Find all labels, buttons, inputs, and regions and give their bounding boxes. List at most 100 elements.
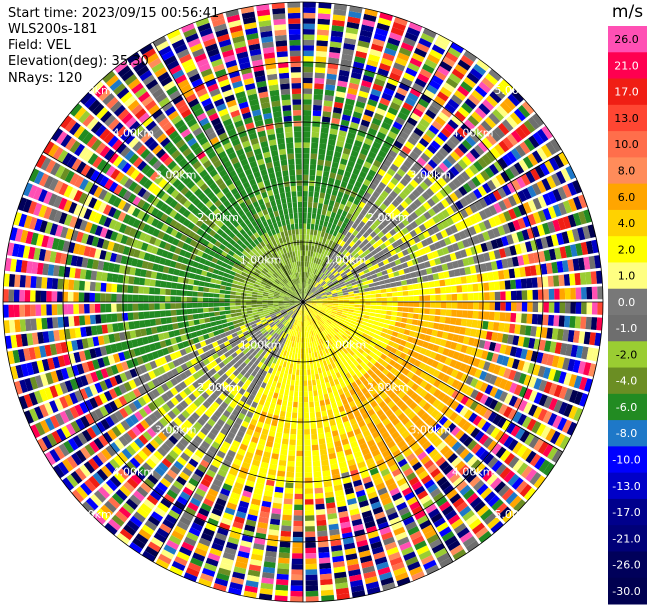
radar-gate (337, 168, 345, 176)
radar-gate (488, 163, 499, 175)
radar-gate (294, 391, 299, 397)
radar-gate (506, 234, 514, 245)
radar-gate (276, 573, 289, 580)
radar-gate (451, 309, 457, 317)
radar-gate (319, 253, 324, 260)
radar-gate (333, 271, 339, 276)
radar-gate (417, 171, 427, 181)
radar-gate (298, 402, 303, 408)
radar-gate (303, 99, 312, 105)
radar-gate (312, 268, 316, 274)
radar-gate (353, 210, 360, 218)
radar-gate (382, 259, 390, 265)
radar-gate (474, 391, 484, 402)
radar-gate (279, 371, 285, 378)
radar-gate (363, 13, 377, 22)
radar-gate (423, 314, 430, 321)
radar-gate (408, 266, 416, 273)
radar-gate (365, 104, 376, 112)
radar-gate (370, 294, 377, 298)
radar-gate (380, 235, 388, 243)
radar-gate (332, 303, 339, 306)
radar-gate (384, 319, 391, 325)
radar-gate (508, 456, 520, 469)
radar-gate (358, 220, 366, 228)
radar-gate (484, 166, 495, 178)
radar-gate (303, 294, 306, 300)
radar-gate (306, 289, 310, 295)
radar-gate (391, 67, 404, 77)
radar-gate (420, 32, 435, 44)
radar-gate (316, 300, 323, 302)
radar-gate (514, 324, 521, 335)
radar-gate (400, 42, 414, 52)
radar-gate (353, 61, 365, 69)
radar-gate (354, 56, 366, 64)
radar-gate (362, 318, 369, 323)
radar-gate (431, 224, 440, 234)
radar-gate (310, 285, 315, 291)
radar-gate (317, 541, 329, 548)
radar-ray (305, 125, 554, 301)
radar-gate (321, 274, 327, 280)
radar-gate (510, 290, 517, 300)
radar-gate (321, 383, 327, 390)
radar-gate (365, 156, 375, 164)
radar-gate (225, 314, 232, 319)
radar-gate (417, 157, 427, 167)
radar-gate (337, 220, 343, 227)
radar-gate (477, 359, 486, 370)
radar-gate (447, 46, 462, 58)
radar-gate (303, 34, 315, 40)
radar-gate (502, 137, 514, 150)
radar-gate (461, 421, 472, 432)
radar-gate (376, 207, 384, 215)
radar-gate (371, 347, 378, 354)
radar-gate (429, 184, 439, 194)
radar-gate (537, 195, 547, 208)
radar-gate (336, 287, 342, 291)
radar-gate (337, 80, 348, 88)
radar-gate (368, 351, 376, 358)
radar-gate (308, 353, 312, 359)
radar-gate (475, 244, 483, 254)
radar-gate (480, 120, 493, 132)
radar-gate (396, 168, 406, 177)
radar-gate (419, 118, 430, 128)
radar-gate (414, 217, 423, 226)
radar-gate (577, 227, 586, 241)
radar-gate (522, 361, 531, 373)
radar-gate (327, 205, 334, 212)
radar-gate (413, 295, 420, 301)
radar-gate (343, 306, 349, 309)
radar-gate (311, 304, 317, 307)
radar-gate (360, 335, 367, 342)
radar-gate (374, 136, 384, 145)
radar-gate (528, 135, 540, 149)
radar-gate (418, 37, 432, 48)
radar-gate (455, 277, 462, 285)
radar-gate (447, 98, 460, 110)
radar-gate (312, 455, 320, 462)
radar-gate (303, 282, 305, 289)
radar-gate (505, 302, 512, 311)
radar-ray (306, 302, 603, 315)
radar-gate (335, 173, 343, 181)
radar-gate (504, 280, 511, 290)
radar-gate (362, 332, 369, 338)
radar-gate (472, 358, 481, 368)
radar-gate (502, 184, 512, 196)
radar-gate (337, 276, 343, 282)
radar-gate (303, 380, 308, 386)
radar-gate (366, 323, 373, 328)
radar-gate (531, 421, 542, 434)
radar-gate (323, 165, 331, 172)
radar-gate (416, 42, 430, 53)
radar-gate (329, 284, 335, 289)
radar-gate (281, 443, 288, 450)
radar-gate (341, 114, 351, 122)
radar-gate (473, 63, 487, 76)
radar-gate (434, 241, 442, 250)
radar-gate (427, 367, 436, 376)
radar-gate (331, 254, 337, 260)
